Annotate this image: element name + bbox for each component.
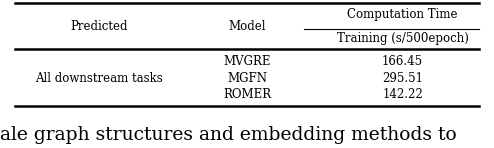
Text: Training (s/500epoch): Training (s/500epoch) [337, 32, 468, 45]
Text: Computation Time: Computation Time [347, 8, 458, 21]
Text: Predicted: Predicted [70, 20, 127, 33]
Text: ale graph structures and embedding methods to: ale graph structures and embedding metho… [0, 126, 457, 144]
Text: MVGRE: MVGRE [223, 55, 271, 68]
Text: ROMER: ROMER [223, 88, 271, 101]
Text: 166.45: 166.45 [382, 55, 423, 68]
Text: 295.51: 295.51 [382, 72, 423, 85]
Text: MGFN: MGFN [227, 72, 267, 85]
Text: All downstream tasks: All downstream tasks [35, 72, 163, 85]
Text: Model: Model [228, 20, 266, 33]
Text: 142.22: 142.22 [382, 88, 423, 101]
